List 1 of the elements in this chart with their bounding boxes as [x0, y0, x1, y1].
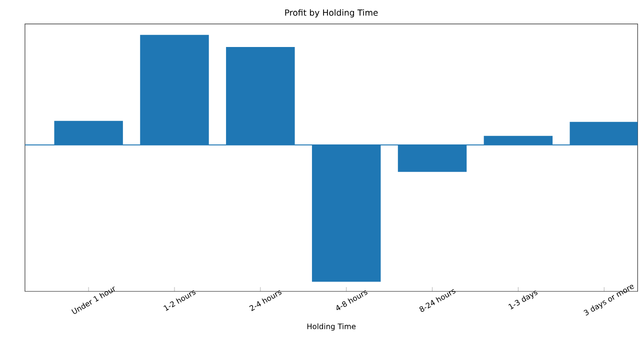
- chart-title: Profit by Holding Time: [285, 9, 378, 18]
